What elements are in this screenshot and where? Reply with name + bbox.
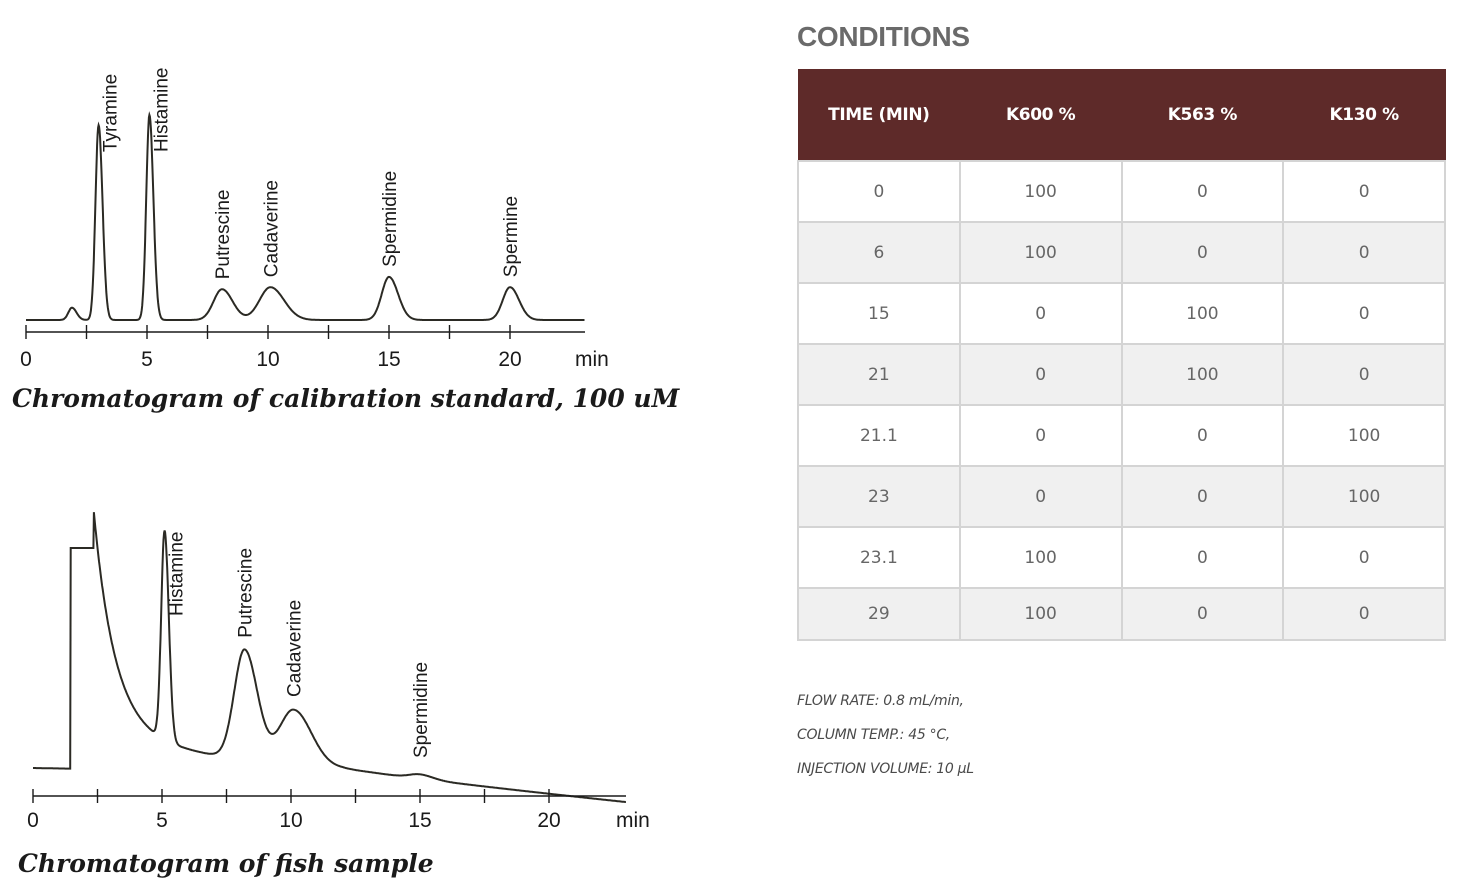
x-tick-label: 10 [256, 348, 279, 371]
table-header-row: TIME (MIN) K600 % K563 % K130 % [797, 69, 1446, 162]
table-cell: 0 [1282, 526, 1446, 589]
table-cell: 0 [1120, 465, 1285, 528]
fish-sample-chromatogram: 0 5 10 15 20 min Histamine Putrescine Cadaverine… [27, 512, 650, 832]
table-cell: 0 [1282, 221, 1446, 284]
table-cell: 23 [797, 465, 961, 528]
peak-label: Putrescine [213, 190, 234, 280]
x-tick-label: 5 [156, 809, 168, 832]
x-tick-label: 0 [27, 809, 39, 832]
table-cell: 100 [958, 587, 1123, 641]
conditions-panel: CONDITIONS TIME (MIN) K600 % K563 % K130… [797, 18, 1446, 793]
column-temp-note: COLUMN TEMP.: 45 °C, [797, 727, 950, 743]
calibration-chromatogram: 0 5 10 15 20 min Tyramine Histamine Putrescine Ca… [20, 68, 609, 371]
x-tick-label: 20 [498, 348, 521, 371]
table-cell: 100 [1282, 404, 1446, 467]
conditions-table-body: 0 100 0 0 6 100 0 0 15 0 100 0 21 0 100 0 21.1 0 0 100 23 0 0 1… [797, 160, 1446, 641]
x-tick-label: 15 [408, 809, 431, 832]
table-cell: 0 [958, 343, 1123, 406]
peak-label: Cadaverine [285, 600, 306, 697]
table-cell: 100 [958, 221, 1123, 284]
table-cell: 0 [1120, 587, 1285, 641]
table-cell: 29 [797, 587, 961, 641]
peak-label: Tyramine [101, 74, 122, 152]
chromatogram-charts: 0 5 10 15 20 min Tyramine Histamine Putrescine Ca… [20, 68, 650, 832]
column-header: TIME (MIN) [797, 69, 961, 162]
table-cell: 100 [958, 160, 1123, 223]
calibration-chart-title: Chromatogram of calibration standard, 10… [12, 384, 680, 413]
table-cell: 0 [1120, 160, 1285, 223]
table-row: 6 100 0 0 [797, 221, 1446, 284]
x-tick-label: 20 [537, 809, 560, 832]
table-cell: 100 [1120, 282, 1285, 345]
table-cell: 0 [1282, 160, 1446, 223]
conditions-notes: FLOW RATE: 0.8 mL/min, COLUMN TEMP.: 45 … [797, 691, 1446, 793]
table-cell: 100 [1282, 465, 1446, 528]
table-cell: 0 [797, 160, 961, 223]
x-tick-label: 0 [20, 348, 32, 371]
peak-label: Cadaverine [261, 180, 282, 277]
table-cell: 0 [958, 404, 1123, 467]
table-cell: 0 [1282, 282, 1446, 345]
table-cell: 23.1 [797, 526, 961, 589]
table-cell: 0 [958, 465, 1123, 528]
table-cell: 0 [1282, 343, 1446, 406]
table-cell: 0 [1120, 526, 1285, 589]
column-header: K563 % [1121, 69, 1284, 162]
chromatogram-trace [26, 111, 585, 321]
column-header: K600 % [959, 69, 1122, 162]
table-row: 15 0 100 0 [797, 282, 1446, 345]
peak-label: Putrescine [236, 548, 257, 638]
table-row: 23 0 0 100 [797, 465, 1446, 528]
x-tick-label: 15 [377, 348, 400, 371]
flow-rate-note: FLOW RATE: 0.8 mL/min, [797, 693, 964, 709]
fish-sample-chart-title: Chromatogram of fish sample [18, 849, 434, 878]
x-axis-label: min [616, 809, 650, 832]
chromatogram-trace [33, 512, 626, 803]
table-cell: 6 [797, 221, 961, 284]
table-cell: 15 [797, 282, 961, 345]
peak-label: Histamine [151, 68, 172, 152]
x-tick-label: 10 [279, 809, 302, 832]
conditions-table: TIME (MIN) K600 % K563 % K130 % 0 100 0 0 6 1… [797, 69, 1446, 641]
table-cell: 0 [1282, 587, 1446, 641]
table-cell: 0 [1120, 404, 1285, 467]
injection-volume-note: INJECTION VOLUME: 10 µL [797, 761, 974, 777]
conditions-heading: CONDITIONS [797, 21, 970, 52]
peak-label: Spermine [501, 196, 522, 277]
peak-label: Histamine [167, 532, 188, 616]
table-cell: 0 [1120, 221, 1285, 284]
table-cell: 21.1 [797, 404, 961, 467]
table-cell: 21 [797, 343, 961, 406]
x-tick-label: 5 [141, 348, 153, 371]
peak-label: Spermidine [380, 171, 401, 267]
table-row: 0 100 0 0 [797, 160, 1446, 223]
table-row: 21 0 100 0 [797, 343, 1446, 406]
peak-label: Spermidine [411, 662, 432, 758]
table-cell: 100 [958, 526, 1123, 589]
table-cell: 100 [1120, 343, 1285, 406]
table-cell: 0 [958, 282, 1123, 345]
table-row: 29 100 0 0 [797, 587, 1446, 641]
table-row: 23.1 100 0 0 [797, 526, 1446, 589]
x-axis-label: min [575, 348, 609, 371]
table-row: 21.1 0 0 100 [797, 404, 1446, 467]
column-header: K130 % [1282, 69, 1446, 162]
